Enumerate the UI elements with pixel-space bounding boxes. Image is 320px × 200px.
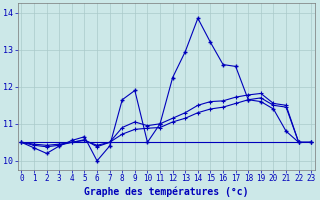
X-axis label: Graphe des températures (°c): Graphe des températures (°c): [84, 186, 249, 197]
